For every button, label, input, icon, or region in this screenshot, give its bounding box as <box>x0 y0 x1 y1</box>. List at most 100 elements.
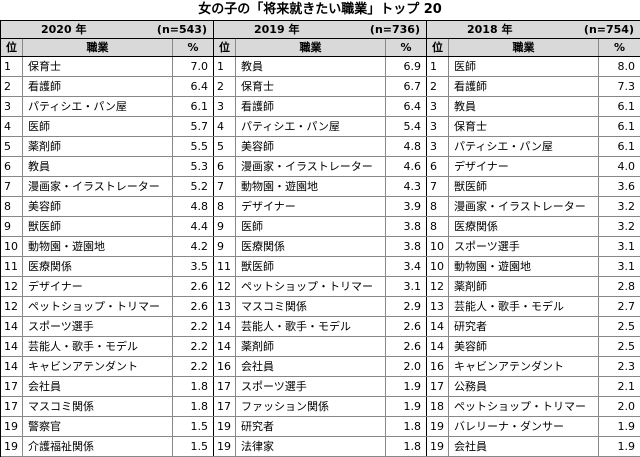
percent: 6.1 <box>599 137 640 156</box>
occupation: 研究者 <box>236 417 386 436</box>
percent: 2.7 <box>599 297 640 316</box>
tables: 2020 年 (n=543) 位職業% 1 保育士 7.0 2 看護師 6.4 3 パティシエ・パン… <box>0 20 640 457</box>
percent: 6.1 <box>599 117 640 136</box>
rank: 1 <box>214 57 236 76</box>
percent: 6.1 <box>599 97 640 116</box>
table-row: 8 漫画家・イラストレーター 3.2 <box>427 197 640 217</box>
percent: 1.8 <box>173 377 214 396</box>
rank: 13 <box>427 297 449 316</box>
percent: 1.9 <box>599 417 640 436</box>
percent: 3.9 <box>386 197 427 216</box>
percent: 1.5 <box>173 417 214 436</box>
occupation: マスコミ関係 <box>236 297 386 316</box>
rank: 19 <box>427 417 449 436</box>
table-row: 7 獣医師 3.6 <box>427 177 640 197</box>
rank: 10 <box>427 237 449 256</box>
rank: 12 <box>427 277 449 296</box>
occupation: 公務員 <box>449 377 599 396</box>
table-row: 14 美容師 2.5 <box>427 337 640 357</box>
percent: 2.5 <box>599 337 640 356</box>
table-row: 12 ペットショップ・トリマー 3.1 <box>214 277 427 297</box>
table-row: 7 漫画家・イラストレーター 5.2 <box>1 177 214 197</box>
rank: 16 <box>427 357 449 376</box>
occupation: 看護師 <box>23 77 173 96</box>
column-header: 位職業% <box>214 39 427 57</box>
percent: 1.9 <box>599 437 640 456</box>
rank: 4 <box>214 117 236 136</box>
year-cell: 2020 年 (n=543) <box>1 21 214 38</box>
occupation: 動物園・遊園地 <box>449 257 599 276</box>
occupation: ペットショップ・トリマー <box>236 277 386 296</box>
rank: 19 <box>1 437 23 456</box>
percent: 4.0 <box>599 157 640 176</box>
occupation: 薬剤師 <box>23 137 173 156</box>
percent: 3.2 <box>599 217 640 236</box>
table-row: 12 デザイナー 2.6 <box>1 277 214 297</box>
table-row: 3 パティシエ・パン屋 6.1 <box>1 97 214 117</box>
table-row: 1 教員 6.9 <box>214 57 427 77</box>
table-row: 3 教員 6.1 <box>427 97 640 117</box>
table-row: 13 マスコミ関係 2.9 <box>214 297 427 317</box>
rank: 8 <box>214 197 236 216</box>
table-row: 9 獣医師 4.4 <box>1 217 214 237</box>
percent: 4.2 <box>173 237 214 256</box>
occupation: 警察官 <box>23 417 173 436</box>
occupation: 医療関係 <box>449 217 599 236</box>
rank: 1 <box>427 57 449 76</box>
year: 2020 年 <box>41 23 87 36</box>
rank: 13 <box>214 297 236 316</box>
occupation: 医療関係 <box>236 237 386 256</box>
occupation: 美容師 <box>23 197 173 216</box>
column-header: 位職業% <box>1 39 214 57</box>
occupation: パティシエ・パン屋 <box>23 97 173 116</box>
occupation: 教員 <box>236 57 386 76</box>
rank: 12 <box>1 297 23 316</box>
table-row: 10 動物園・遊園地 3.1 <box>427 257 640 277</box>
occupation: デザイナー <box>23 277 173 296</box>
percent: 6.9 <box>386 57 427 76</box>
occupation: 獣医師 <box>449 177 599 196</box>
occupation: 保育士 <box>23 57 173 76</box>
table-row: 8 医療関係 3.2 <box>427 217 640 237</box>
occupation: 介護福祉関係 <box>23 437 173 456</box>
occupation: 美容師 <box>449 337 599 356</box>
ranking-table: 2019 年 (n=736) 位職業% 1 教員 6.9 2 保育士 6.7 3 看護師 6.4 4 パテ… <box>214 21 427 457</box>
occupation: 会社員 <box>236 357 386 376</box>
rank: 17 <box>214 397 236 416</box>
table-row: 16 キャビンアテンダント 2.3 <box>427 357 640 377</box>
percent: 1.5 <box>173 437 214 456</box>
sample-size: (n=543) <box>156 23 207 36</box>
rank: 4 <box>1 117 23 136</box>
percent: 6.4 <box>386 97 427 116</box>
column-label: 位 <box>214 39 236 56</box>
rank: 5 <box>1 137 23 156</box>
occupation: 会社員 <box>23 377 173 396</box>
occupation: 看護師 <box>449 77 599 96</box>
occupation: デザイナー <box>236 197 386 216</box>
table-row: 2 看護師 6.4 <box>1 77 214 97</box>
table-row: 11 獣医師 3.4 <box>214 257 427 277</box>
table-row: 19 会社員 1.9 <box>427 437 640 457</box>
occupation: 芸能人・歌手・モデル <box>449 297 599 316</box>
table-row: 4 医師 5.7 <box>1 117 214 137</box>
occupation: 漫画家・イラストレーター <box>236 157 386 176</box>
table-row: 6 漫画家・イラストレーター 4.6 <box>214 157 427 177</box>
rank: 5 <box>214 137 236 156</box>
percent: 4.8 <box>173 197 214 216</box>
rank: 9 <box>214 217 236 236</box>
rank: 18 <box>427 397 449 416</box>
table-row: 2 保育士 6.7 <box>214 77 427 97</box>
rank: 1 <box>1 57 23 76</box>
table-row: 14 薬剤師 2.6 <box>214 337 427 357</box>
rank: 10 <box>1 237 23 256</box>
percent: 2.0 <box>386 357 427 376</box>
table-row: 19 法律家 1.8 <box>214 437 427 457</box>
year-header: 2020 年 (n=543) <box>1 21 214 39</box>
percent: 6.4 <box>173 77 214 96</box>
percent: 3.8 <box>386 217 427 236</box>
table-row: 14 芸能人・歌手・モデル 2.6 <box>214 317 427 337</box>
percent: 5.7 <box>173 117 214 136</box>
percent: 1.8 <box>386 437 427 456</box>
occupation: 薬剤師 <box>236 337 386 356</box>
sample-size: (n=736) <box>369 23 420 36</box>
